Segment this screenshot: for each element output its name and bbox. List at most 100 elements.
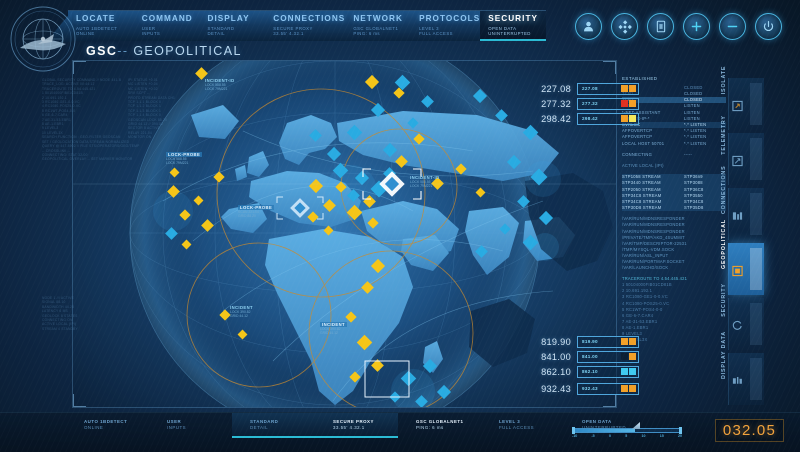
map-incident-label[interactable]: INCIDENT-ID LOCK 588.55 LOCK 79M221 (410, 175, 440, 188)
nav-item-command[interactable]: COMMAND USER INPUTS (134, 11, 200, 41)
status-item[interactable]: LEVEL 3 FULL ACCESS (499, 419, 582, 431)
side-tab-label: SECURITY (721, 283, 727, 317)
nav-item-security[interactable]: SECURITY OPEN DATA UNINTERRUPTED (480, 11, 546, 41)
status-item-line2: ONLINE (84, 425, 104, 430)
status-item[interactable]: SECURE PROXY 33.55' 4.32.1 (333, 419, 416, 431)
timeline-slider[interactable]: -10 -5 0 5 10 15 20 (572, 422, 682, 438)
readout-swatch (620, 100, 628, 107)
traceroute-hop: 4 RC1080-POS25-0.VC (622, 300, 670, 306)
side-tab-security[interactable]: SECURITY (721, 283, 764, 350)
side-tab-connections[interactable]: CONNECTIONS (721, 166, 764, 240)
connection-row[interactable]: LOCAL HOST 50701 *.* LISTEN (622, 141, 726, 147)
connection-name: AFPOVERTCP (622, 128, 653, 134)
document-button[interactable] (647, 13, 674, 40)
traceroute-label: TRACEROUTE TO 4.54.445.421 (622, 276, 688, 282)
side-tab-geopolitical[interactable]: GEOPOLITICAL (721, 219, 764, 295)
decor-line: TCP 1.1.4 BLOCK 0 (128, 113, 162, 118)
socket-path: /VAR/RUN/MDNSRESPONDER (622, 228, 685, 234)
connecting-value: ----- (684, 151, 693, 157)
user-button[interactable] (575, 13, 602, 40)
decor-line: 7 AE-31-53.EBR1 (42, 117, 72, 122)
top-icon-toolbar[interactable] (575, 13, 782, 40)
left-telemetry-block-3: IPI STATUS +0.01 MC LISTEN +0.04 MC LISTEN… (128, 78, 175, 140)
connection-name: AFPOVERTCP (622, 134, 653, 140)
status-item-line2: DETAIL (250, 425, 269, 430)
readout-chip-label: 932.43 (582, 386, 598, 391)
side-tab-strip (750, 193, 762, 235)
power-button[interactable] (755, 13, 782, 40)
decor-line: 4 RC1080-POS25-0.VC (42, 104, 81, 109)
socket-path: /VAR/LAUNCHD/SOCK (622, 265, 669, 271)
status-item[interactable]: STANDARD DETAIL (250, 419, 333, 431)
document-icon (655, 20, 667, 33)
side-tab-strip (750, 83, 762, 125)
socket-path-rows: /VAR/RUN/MDNSRESPONDER/VAR/RUN/MDNSRESPO… (622, 216, 726, 271)
side-tab-rail[interactable]: ISOLATE TELEMETRY CONNECTIONS GEOPOLITICAL S… (721, 66, 764, 408)
map-incident-label[interactable]: LOCK-PROBE LOCK 588.55 LOCK 79M221 (166, 152, 203, 165)
connection-row[interactable]: SVRLOC *.* LISTEN (622, 122, 726, 129)
connection-row[interactable]: AFPOVERTCP *.* LISTEN (622, 134, 726, 140)
minus-button[interactable] (719, 13, 746, 40)
decor-line: 10 LEVEL3X (42, 130, 63, 135)
readout-chip: 841.00 (577, 350, 639, 363)
mission-clock: 032.05 (714, 419, 784, 442)
decor-line: SEARCH FUNCTION : GEO-FILTER GEOSCAN (42, 135, 121, 140)
traceroute-hop: 8 AE-1.EBR1 (622, 324, 649, 330)
map-label-line2: LOCK 79M221 (410, 184, 433, 189)
socket-path: /VAR/TMP/DESCRIPTOR-22531 (622, 240, 687, 246)
status-item[interactable]: AUTO 1BDETECT ONLINE (84, 419, 167, 431)
decor-line: BANDWIDTH 44.25 (42, 304, 75, 309)
nav-item-network[interactable]: NETWORK GSC GLOBALNET1 PING: 6 ms (345, 11, 411, 41)
side-tab-telemetry[interactable]: TELEMETRY (721, 115, 764, 185)
connection-state: LISTEN (684, 115, 700, 121)
readout-row: 298.42 298.42 (528, 112, 639, 125)
nav-item-sublabel: USER INPUTS (141, 26, 161, 37)
side-tab-label: TELEMETRY (721, 115, 727, 155)
decor-line: SRV SCPT -- (128, 91, 150, 96)
primary-target-marker (362, 168, 422, 200)
status-item-line1: USER (167, 419, 182, 424)
decor-line: PROTO STREAM DATA CH1 (128, 95, 176, 100)
map-incident-label[interactable]: INCIDENT LOCK 390.82 GRID 44.12 (320, 322, 347, 335)
stream-row: STP1058 STREAM STP36n9 (622, 174, 726, 181)
main-navigation[interactable]: LOCATE AUTO 1BDETECT ONLINE COMMAND USER INPU… (68, 10, 546, 41)
decor-line: 9 LEVEL3 (42, 126, 59, 131)
nav-item-protocols[interactable]: PROTOCOLS LEVEL 3 FULL ACCESS (411, 11, 480, 41)
slider-cap-left (572, 427, 575, 434)
map-incident-label[interactable]: INCIDENT LOCK 390.82 GRID 44.12 (230, 305, 253, 318)
status-bar-items[interactable]: AUTO 1BDETECT ONLINE USER INPUTS STANDARD DET… (84, 419, 665, 431)
map-incident-label[interactable]: INCIDENT-ID LOCK 588.55 LOCK 79M221 (205, 78, 235, 91)
map-incident-label[interactable]: LOCK-PROBE SCAN 221.04 GRID 88.20 (238, 205, 275, 218)
readout-value: 819.90 (541, 336, 571, 347)
map-label-line2: GRID 44.12 (230, 314, 248, 319)
side-tab-isolate[interactable]: ISOLATE (721, 66, 764, 130)
connection-row[interactable]: AFPOVERTCP *.* LISTEN (622, 128, 726, 134)
readout-row: 862.10 862.10 (528, 365, 639, 378)
nodes-button[interactable] (611, 13, 638, 40)
status-item[interactable]: USER INPUTS (167, 419, 250, 431)
decor-line: CONNECTING: STAT 32-00 (42, 152, 88, 157)
connection-state: *.* LISTEN (684, 134, 707, 140)
map-corner-br (603, 394, 616, 407)
nav-item-connections[interactable]: CONNECTIONS SECURE PROXY 33.55' 4.32.1 (265, 11, 345, 41)
side-tab-label: CONNECTIONS (721, 165, 727, 215)
plus-button[interactable] (683, 13, 710, 40)
connection-row[interactable]: *-NET-ASSISTANT LISTEN (622, 110, 726, 116)
geopolitical-map[interactable] (72, 60, 617, 408)
map-label-title: INCIDENT-ID (205, 78, 235, 83)
status-item-line1: GSC GLOBALNET1 (416, 419, 464, 424)
traceroute-hop: 3 RC1080-GE1-0-0.VC (622, 294, 668, 300)
slider-handle[interactable] (632, 422, 640, 429)
side-tab-display-data[interactable]: DISPLAY DATA (721, 331, 764, 405)
stream-value: STP36C8 (684, 186, 704, 192)
decor-line: ACTIVE LOCAL (IPI) (42, 322, 77, 327)
traceroute-hop: 7 AE-31-53.EBR1 (622, 318, 658, 324)
nav-item-locate[interactable]: LOCATE AUTO 1BDETECT ONLINE (68, 11, 134, 41)
status-bar: AUTO 1BDETECT ONLINE USER INPUTS STANDARD DET… (0, 412, 800, 452)
nav-item-label: LOCATE (76, 14, 116, 23)
nav-item-label: SECURITY (488, 14, 539, 23)
decor-line: MC LISTEN +0.02 (128, 86, 158, 91)
status-item[interactable]: GSC GLOBALNET1 PING: 6 ms (416, 419, 499, 431)
nav-item-display[interactable]: DISPLAY STANDARD DETAIL (200, 11, 266, 41)
